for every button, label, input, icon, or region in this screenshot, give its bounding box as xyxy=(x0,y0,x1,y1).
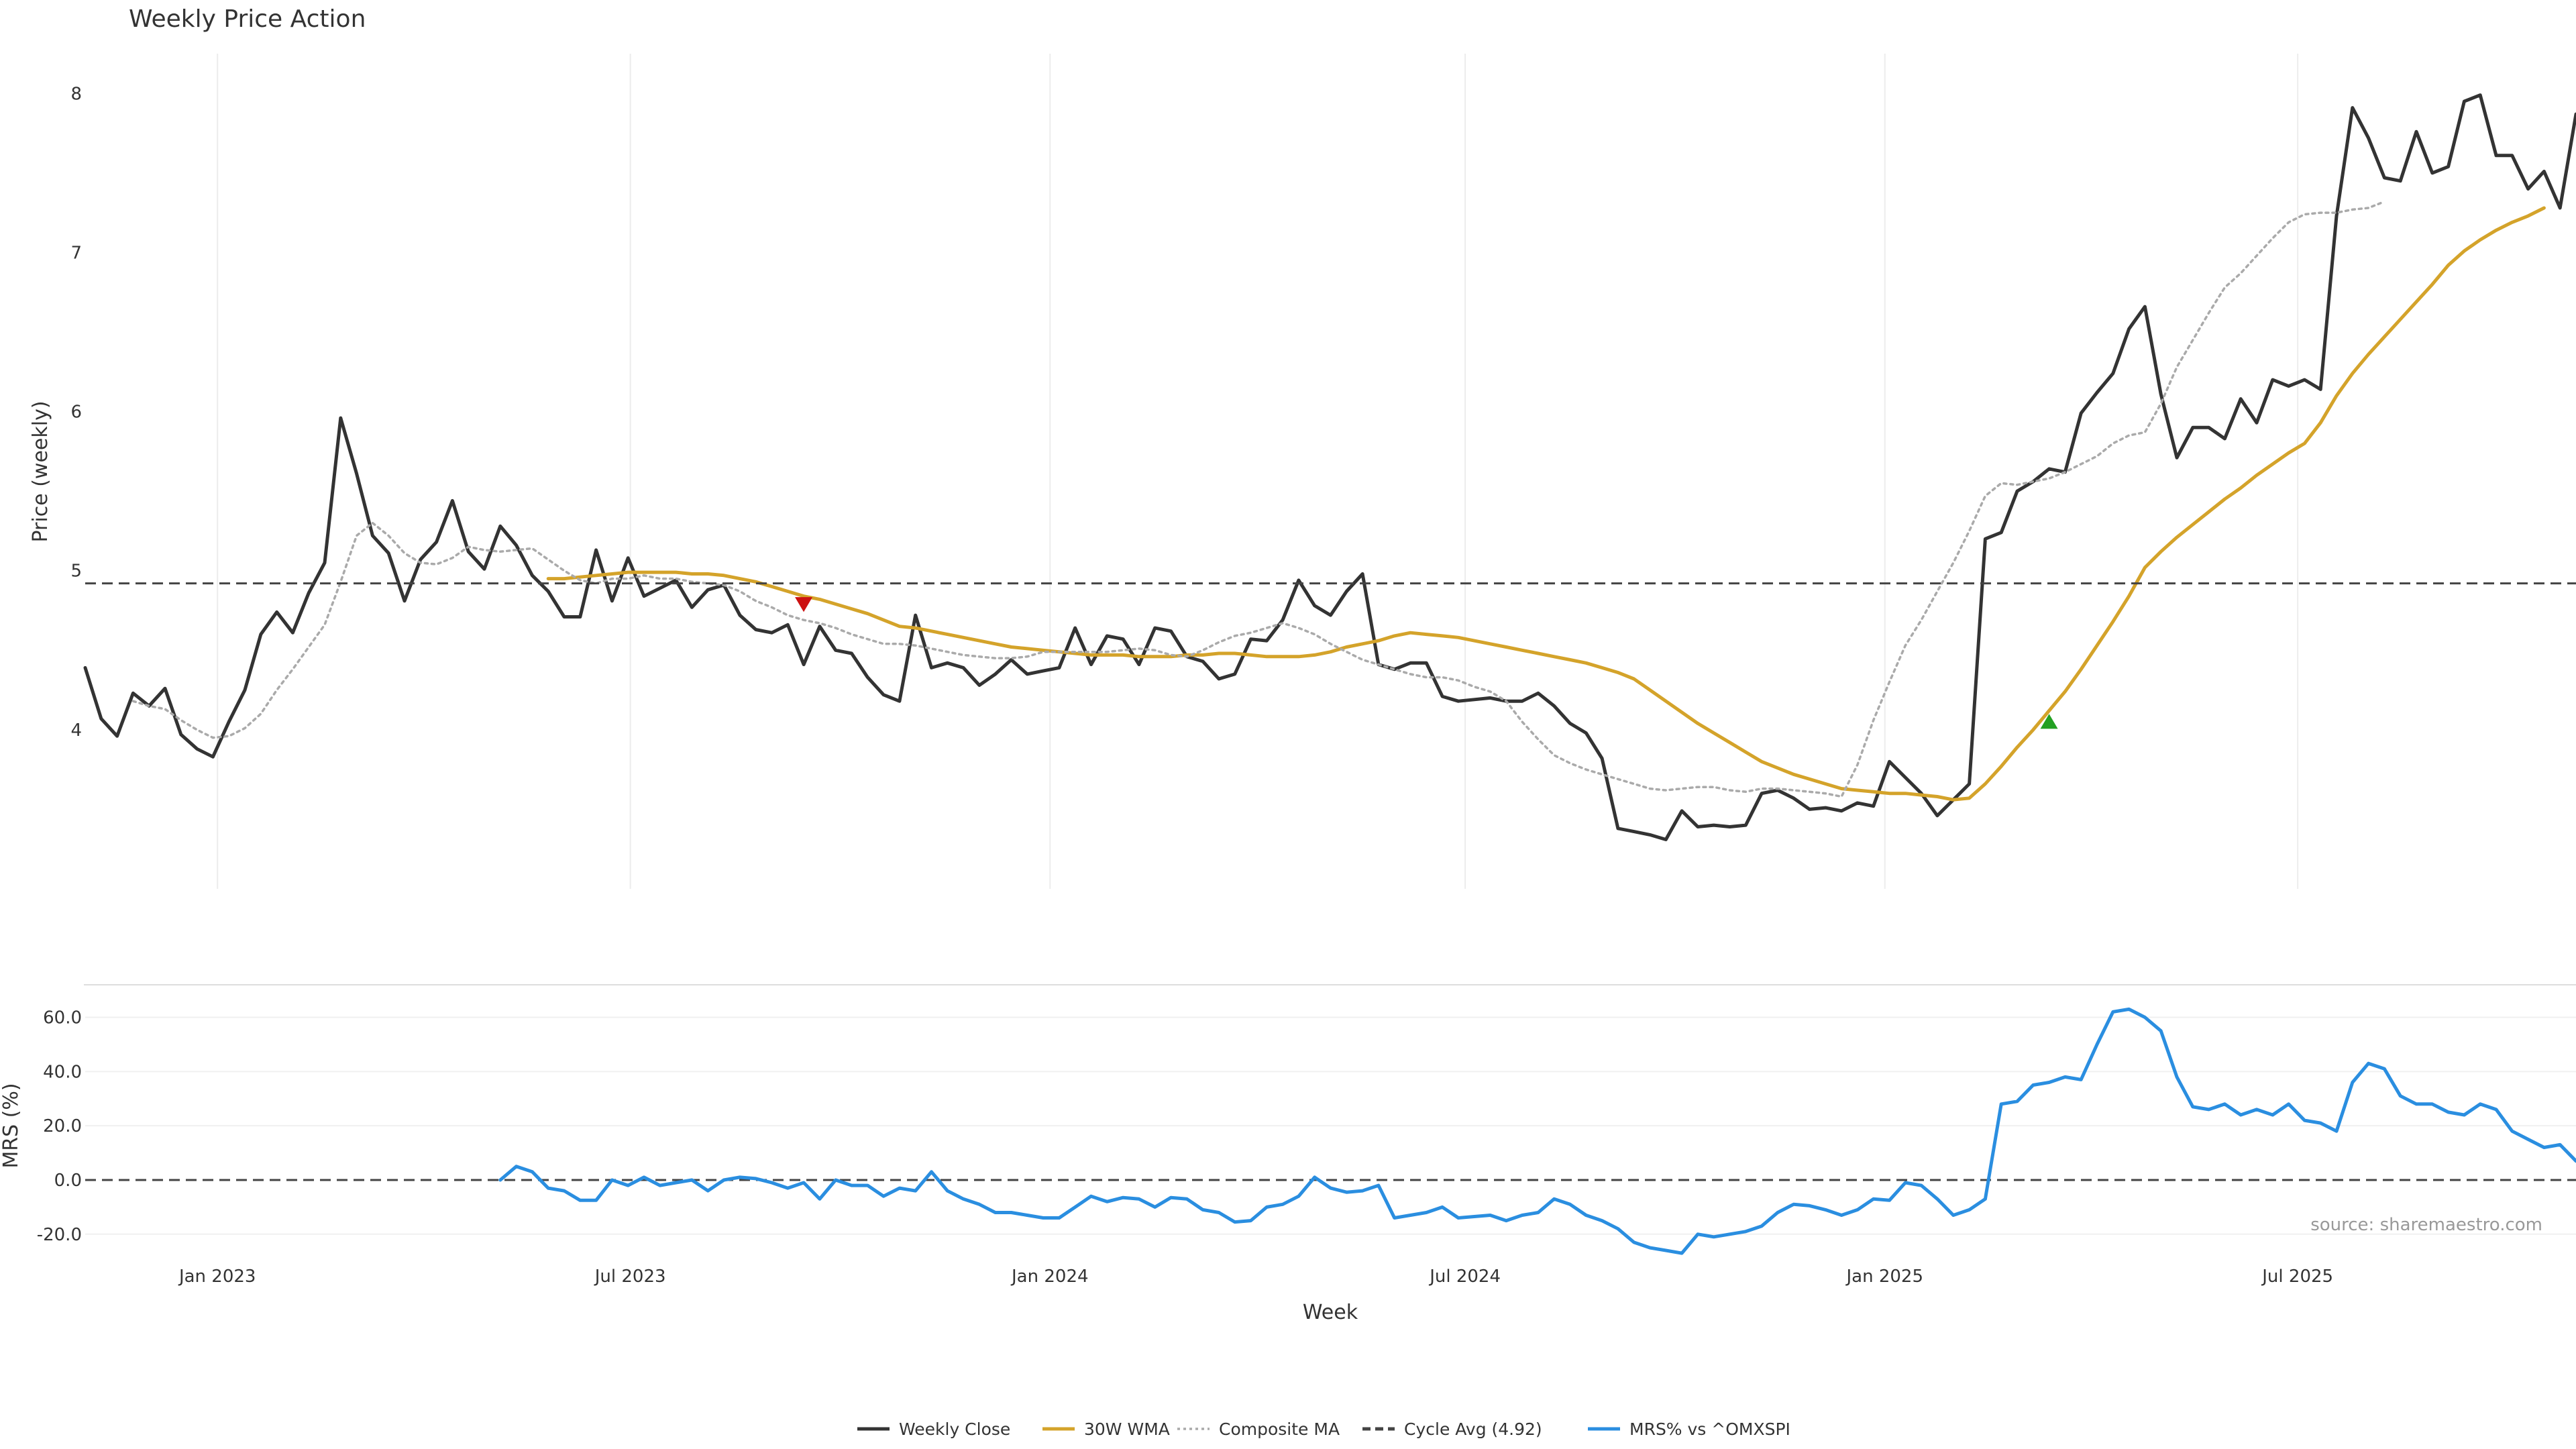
source-label: source: sharemaestro.com xyxy=(2310,1215,2542,1235)
x-tick-label: Jan 2025 xyxy=(1845,1267,1923,1287)
price-y-tick-label: 4 xyxy=(70,720,82,741)
price-y-ticks: 4 5 6 7 8 xyxy=(70,84,82,741)
legend: Weekly Close 30W WMA Composite MA Cycle Avg… xyxy=(857,1419,1790,1439)
legend-label: 30W WMA xyxy=(1084,1419,1170,1439)
x-tick-label: Jan 2024 xyxy=(1010,1267,1089,1287)
composite-ma-line xyxy=(131,200,2386,798)
chart-title: Weekly Price Action xyxy=(129,5,366,33)
mrs-line xyxy=(498,1007,2576,1255)
legend-label: Weekly Close xyxy=(899,1419,1010,1439)
mrs-y-tick-label: 0.0 xyxy=(54,1171,82,1191)
price-series-group xyxy=(83,93,2576,841)
mrs-y-grid xyxy=(85,1016,2576,1235)
legend-label: MRS% vs ^OMXSPI xyxy=(1629,1419,1790,1439)
price-markers xyxy=(795,597,2058,729)
price-y-tick-label: 6 xyxy=(70,402,82,423)
x-tick-labels: Jan 2023 Jul 2023 Jan 2024 Jul 2024 Jan 2025… xyxy=(178,1267,2333,1287)
buy-marker xyxy=(2040,714,2058,729)
mrs-panel: -20.00.020.040.060.0 Jan 2023 Jul 2023 Jan… xyxy=(37,984,2576,1287)
price-panel: 4 5 6 7 8 xyxy=(70,54,2576,889)
mrs-y-axis-label: MRS (%) xyxy=(0,1083,23,1168)
legend-item: Composite MA xyxy=(1177,1419,1340,1439)
mrs-y-tick-label: 60.0 xyxy=(43,1008,82,1028)
price-y-axis-label: Price (weekly) xyxy=(29,400,52,542)
mrs-y-tick-label: -20.0 xyxy=(37,1225,82,1245)
price-y-tick-label: 7 xyxy=(70,243,82,263)
sell-marker xyxy=(795,597,813,612)
legend-item: Weekly Close xyxy=(857,1419,1010,1439)
mrs-y-tick-label: 20.0 xyxy=(43,1116,82,1136)
legend-item: Cycle Avg (4.92) xyxy=(1362,1419,1542,1439)
mrs-y-tick-label: 40.0 xyxy=(43,1062,82,1082)
legend-item: MRS% vs ^OMXSPI xyxy=(1588,1419,1790,1439)
x-axis-label: Week xyxy=(1303,1301,1358,1324)
mrs-series-group xyxy=(498,1007,2576,1255)
legend-item: 30W WMA xyxy=(1042,1419,1170,1439)
x-tick-label: Jul 2024 xyxy=(1428,1267,1501,1287)
mrs-y-ticks: -20.0 0.0 20.0 40.0 60.0 xyxy=(37,1008,82,1244)
price-y-tick-label: 5 xyxy=(70,561,82,582)
x-tick-label: Jul 2023 xyxy=(594,1267,666,1287)
x-tick-label: Jul 2025 xyxy=(2261,1267,2333,1287)
weekly-close-line xyxy=(83,93,2576,841)
x-tick-label: Jan 2023 xyxy=(178,1267,256,1287)
wma-30w-line xyxy=(546,206,2546,802)
legend-label: Cycle Avg (4.92) xyxy=(1404,1419,1542,1439)
legend-label: Composite MA xyxy=(1219,1419,1340,1439)
price-y-tick-label: 8 xyxy=(70,84,82,104)
